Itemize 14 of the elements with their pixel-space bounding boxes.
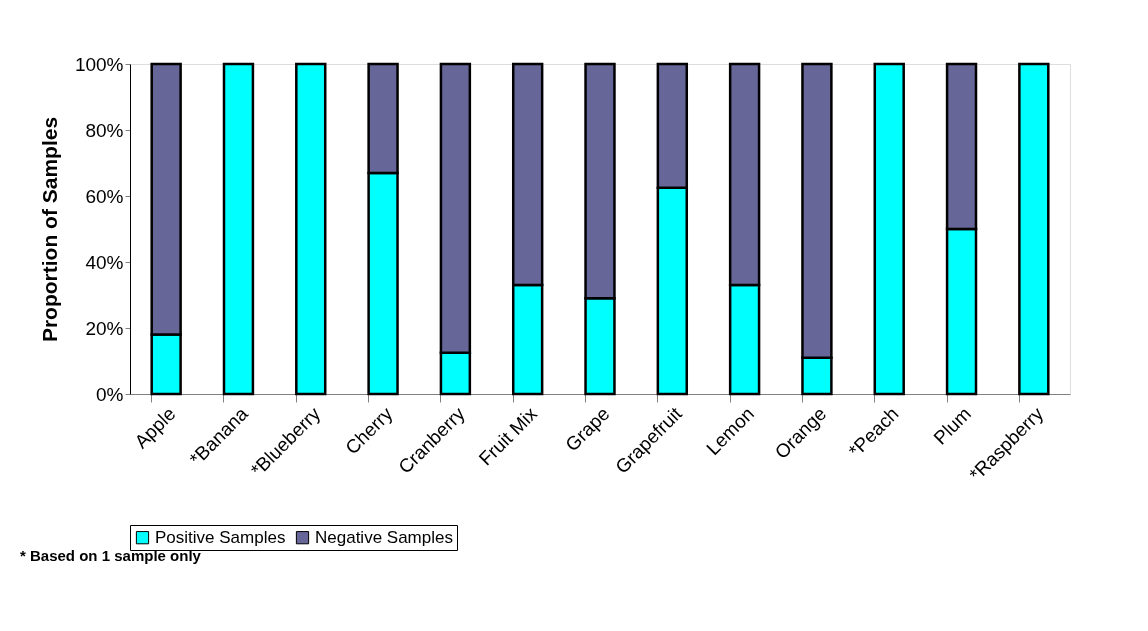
y-tick-label: 60%: [85, 185, 124, 207]
y-tick-label: 80%: [85, 119, 124, 141]
text: * Based on 1 sample only: [20, 547, 202, 564]
y-tick-label: 20%: [85, 317, 124, 339]
y-tick-label: 40%: [85, 251, 124, 273]
y-axis-title: Proportion of Samples: [37, 116, 61, 343]
bar: [873, 62, 905, 396]
bar: [222, 62, 255, 396]
y-tick-label: 0%: [96, 383, 124, 405]
bar: [1018, 62, 1050, 396]
bar: [295, 62, 327, 396]
y-tick-label: 100%: [74, 53, 124, 75]
legend-label: Positive Samples: [155, 527, 286, 547]
legend-label: Negative Samples: [315, 527, 453, 547]
